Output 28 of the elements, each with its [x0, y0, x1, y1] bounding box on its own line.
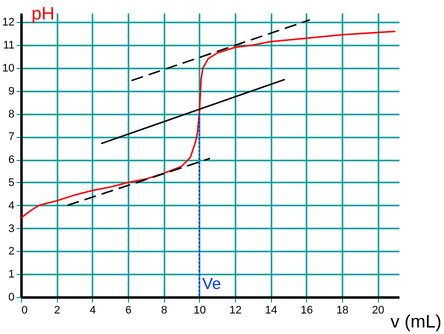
y-tick-label: 11: [3, 40, 14, 52]
x-tick-label: 0: [22, 304, 28, 316]
annotation: Ve: [202, 276, 222, 293]
y-tick-label: 1: [8, 268, 14, 281]
y-tick-label: 8: [8, 108, 14, 120]
x-tick-label: 18: [336, 304, 349, 316]
y-tick-label: 10: [2, 62, 14, 74]
line-series: [21, 30, 396, 219]
y-tick-label: 9: [8, 85, 14, 98]
x-tick-label: 2: [54, 304, 60, 316]
y-tick-label: 7: [8, 131, 14, 144]
x-tick-label: 8: [161, 304, 168, 316]
y-tick-label: 12: [2, 16, 14, 29]
x-tick-label: 20: [372, 304, 384, 316]
y-tick-label: 2: [8, 246, 14, 258]
x-tick-label: 14: [265, 304, 278, 316]
x-tick-label: 10: [194, 304, 206, 316]
y-tick-label: 5: [8, 176, 14, 189]
x-tick-label: 6: [125, 304, 132, 316]
x-tick-label: 12: [229, 304, 242, 316]
y-tick-label: 0: [8, 292, 14, 304]
y-tick-label: 4: [8, 200, 14, 212]
y-axis-title: pH: [32, 4, 55, 24]
x-tick-label: 4: [90, 304, 96, 316]
x-axis-title: v (mL): [390, 312, 442, 332]
y-tick-label: 3: [8, 222, 14, 235]
x-tick-label: 16: [300, 304, 313, 316]
y-tick-label: 6: [8, 154, 14, 166]
